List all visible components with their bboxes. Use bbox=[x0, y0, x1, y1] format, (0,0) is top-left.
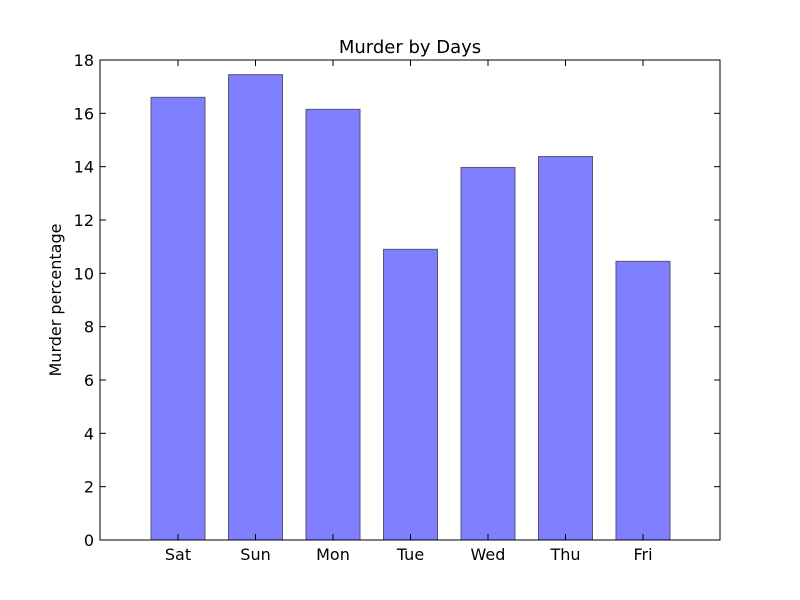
x-tick-label: Sun bbox=[240, 545, 270, 564]
x-tick-label: Mon bbox=[316, 545, 350, 564]
y-axis-label: Murder percentage bbox=[46, 224, 65, 377]
x-tick-label: Fri bbox=[633, 545, 652, 564]
y-tick-label: 6 bbox=[84, 371, 94, 390]
plot-area: 0 2 4 6 8 10 12 14 16 18 Sat Sun Mon Tue Wed Thu Fri bbox=[74, 51, 721, 564]
y-tick-label: 14 bbox=[74, 158, 94, 177]
x-tick-label: Thu bbox=[549, 545, 580, 564]
bar-thu bbox=[538, 156, 593, 541]
y-tick-label: 0 bbox=[84, 531, 94, 550]
x-tick-label: Tue bbox=[396, 545, 424, 564]
y-tick-label: 18 bbox=[74, 51, 94, 70]
x-tick-label: Wed bbox=[471, 545, 506, 564]
y-tick-label: 12 bbox=[74, 211, 94, 230]
bar-sat bbox=[150, 96, 206, 541]
bar-tue bbox=[383, 248, 438, 541]
y-tick-label: 4 bbox=[84, 424, 94, 443]
x-tick-label: Sat bbox=[165, 545, 191, 564]
y-tick-label: 10 bbox=[74, 264, 94, 283]
bar-sun bbox=[228, 74, 283, 541]
y-tick-label: 8 bbox=[84, 318, 94, 337]
y-tick-label: 2 bbox=[84, 478, 94, 497]
bar-fri bbox=[615, 260, 671, 541]
bar-mon bbox=[305, 108, 361, 541]
bar-wed bbox=[460, 166, 516, 541]
y-tick-label: 16 bbox=[74, 104, 94, 123]
chart-title: Murder by Days bbox=[339, 37, 481, 58]
